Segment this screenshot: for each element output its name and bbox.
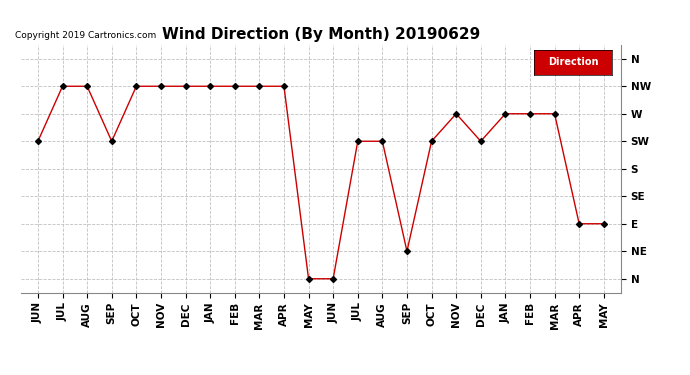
Text: Copyright 2019 Cartronics.com: Copyright 2019 Cartronics.com: [14, 31, 156, 40]
Title: Wind Direction (By Month) 20190629: Wind Direction (By Month) 20190629: [161, 27, 480, 42]
